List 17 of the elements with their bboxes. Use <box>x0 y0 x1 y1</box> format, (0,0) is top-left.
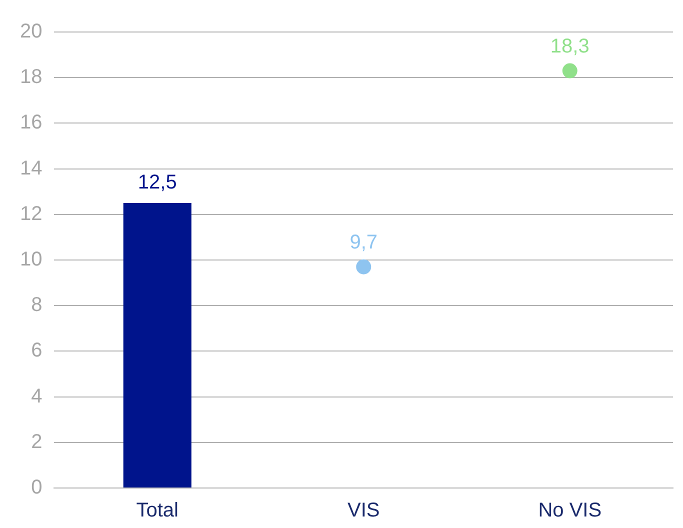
y-tick-label: 12 <box>20 202 42 225</box>
y-tick-label: 4 <box>31 385 42 408</box>
y-tick-label: 16 <box>20 112 42 134</box>
x-tick-label: VIS <box>348 500 380 522</box>
x-tick-label: No VIS <box>538 500 602 522</box>
y-tick-label: 0 <box>31 476 42 499</box>
y-tick-label: 8 <box>31 294 42 316</box>
x-tick-label: Total <box>136 500 178 522</box>
y-tick-label: 6 <box>31 340 42 362</box>
data-label: 12,5 <box>138 172 177 194</box>
y-tick-label: 10 <box>20 248 42 271</box>
y-tick-label: 18 <box>20 66 42 88</box>
y-tick-label: 2 <box>31 430 42 453</box>
y-tick-label: 14 <box>20 157 42 180</box>
data-label: 9,7 <box>350 231 378 254</box>
data-label: 18,3 <box>550 35 590 58</box>
y-tick-label: 20 <box>20 20 42 43</box>
